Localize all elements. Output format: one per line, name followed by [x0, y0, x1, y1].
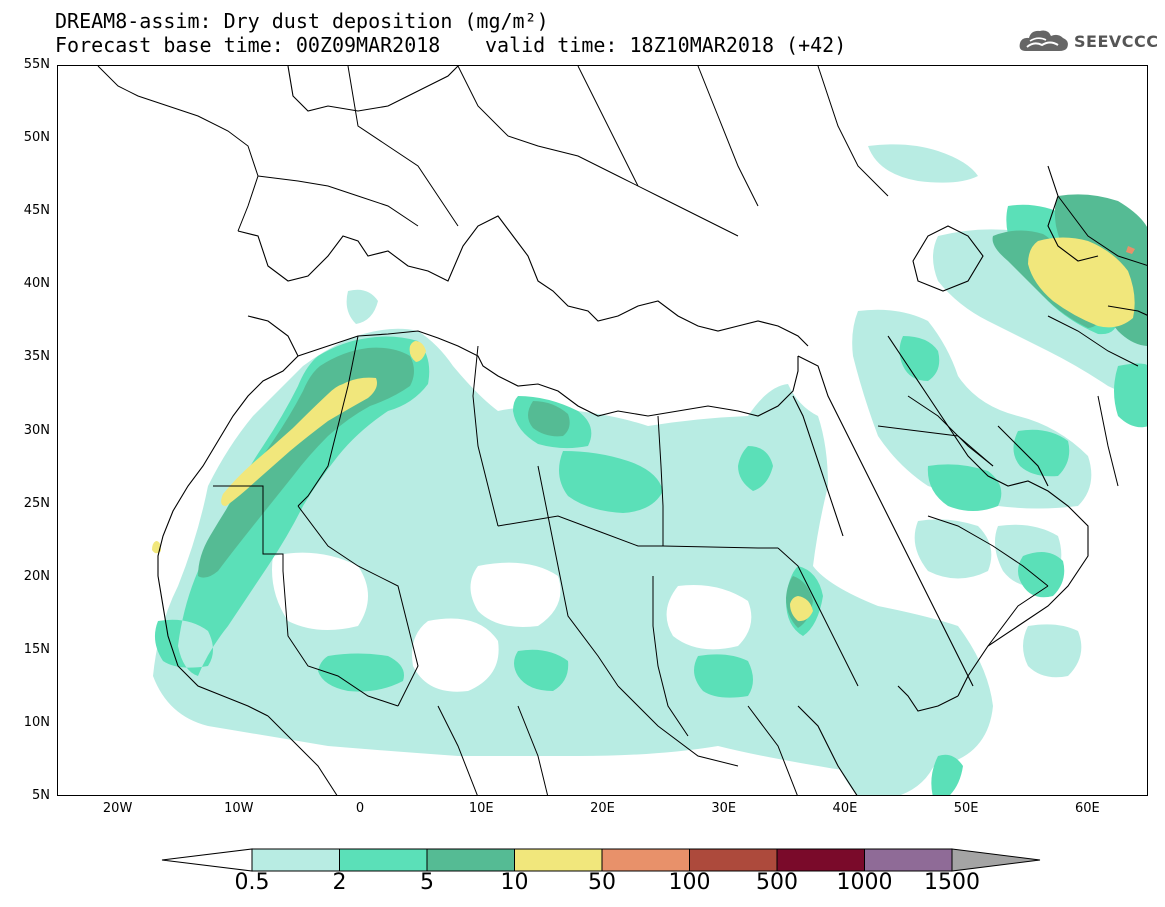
country-border [497, 515, 663, 547]
country-border [213, 485, 284, 571]
lon-label: 60E [1074, 801, 1100, 816]
map-title: DREAM8-assim: Dry dust deposition (mg/m²… [55, 9, 549, 33]
lat-label: 20N [23, 568, 50, 584]
country-border [1047, 315, 1139, 367]
country-border [927, 515, 1049, 587]
colorbar-label: 0.5 [234, 870, 270, 895]
lat-label: 10N [23, 714, 50, 730]
lon-label: 20E [590, 801, 615, 816]
country-border [577, 66, 639, 187]
lon-label: 40E [832, 801, 858, 816]
colorbar [161, 848, 1041, 872]
colorbar-label: 2 [332, 870, 347, 895]
country-border [1097, 395, 1119, 487]
coastline [237, 215, 809, 347]
country-border [282, 570, 399, 707]
coastline [897, 685, 959, 712]
country-border [297, 505, 419, 707]
seevccc-logo: SEEVCCC [1018, 26, 1159, 56]
country-border [652, 576, 689, 737]
valid-time: valid time: 18Z10MAR2018 (+42) [485, 33, 847, 57]
dust-level-4 [152, 237, 1135, 622]
logo-text: SEEVCCC [1074, 31, 1159, 51]
lat-label: 55N [23, 57, 50, 72]
colorbar-label: 50 [588, 870, 616, 895]
country-border [747, 705, 798, 795]
coastline [887, 335, 1089, 697]
colorbar-label: 500 [756, 870, 798, 895]
lon-label: 0 [355, 801, 365, 816]
lat-label: 25N [23, 495, 50, 511]
cloud-icon [1019, 30, 1068, 51]
dust-level-5 [1126, 246, 1135, 254]
country-border [617, 685, 739, 767]
country-borders [97, 66, 1147, 795]
country-border [517, 705, 549, 795]
country-border [907, 395, 994, 467]
lat-label: 45N [23, 203, 50, 219]
colorbar-box [601, 848, 690, 872]
country-border [97, 66, 259, 232]
coastline [1107, 305, 1147, 316]
colorbar-label: 1500 [924, 870, 980, 895]
coastline [797, 355, 974, 687]
dust-fields [152, 144, 1147, 795]
country-border [472, 345, 499, 527]
country-border [987, 585, 1049, 647]
coastline [912, 225, 984, 292]
forecast-base-time: Forecast base time: 00Z09MAR2018 [55, 33, 441, 57]
lat-label: 40N [23, 276, 50, 292]
lat-label: 5N [32, 788, 50, 803]
country-border [817, 66, 889, 197]
country-border [777, 547, 859, 687]
lat-label: 15N [23, 641, 50, 657]
country-border [297, 335, 359, 507]
country-border [437, 705, 478, 795]
coastline [1047, 165, 1099, 262]
dust-deposition-map [97, 66, 1147, 795]
country-border [257, 175, 419, 227]
colorbar-box [514, 848, 603, 872]
lon-label: 50E [953, 801, 979, 816]
country-border [877, 425, 994, 467]
colorbar-box [339, 848, 428, 872]
lon-label: 20W [102, 801, 133, 816]
dust-level-1-east [346, 144, 1147, 795]
country-border [347, 66, 459, 227]
coastline [792, 395, 844, 537]
colorbar-label: 10 [500, 870, 529, 895]
colorbar-extend-high [951, 848, 1041, 872]
coastlines [157, 66, 1147, 795]
lon-label: 30E [711, 801, 737, 816]
coastline [297, 330, 799, 417]
coastline [797, 705, 858, 795]
lon-label: 10E [468, 801, 494, 816]
country-border [1057, 195, 1147, 266]
colorbar-box [864, 848, 953, 872]
colorbar-label: 1000 [836, 870, 893, 895]
lat-label: 30N [23, 422, 50, 438]
colorbar-extend-low [161, 848, 253, 872]
lat-label: 50N [23, 130, 50, 146]
dust-level-2 [154, 204, 1147, 795]
colorbar-box [776, 848, 865, 872]
country-border [697, 66, 759, 207]
colorbar-box [251, 848, 340, 872]
lon-label: 10W [224, 801, 254, 816]
country-border [457, 66, 739, 237]
country-border [537, 465, 619, 687]
colorbar-box [689, 848, 778, 872]
map-area[interactable] [57, 65, 1148, 796]
colorbar-box [426, 848, 515, 872]
coastline [997, 425, 1049, 487]
country-border [662, 545, 778, 549]
lat-label: 35N [23, 349, 50, 365]
coastline [287, 66, 459, 112]
colorbar-label: 5 [420, 870, 434, 895]
coastline [157, 315, 299, 717]
country-border [657, 415, 664, 546]
colorbar-label: 100 [668, 870, 711, 895]
country-border [267, 715, 338, 795]
